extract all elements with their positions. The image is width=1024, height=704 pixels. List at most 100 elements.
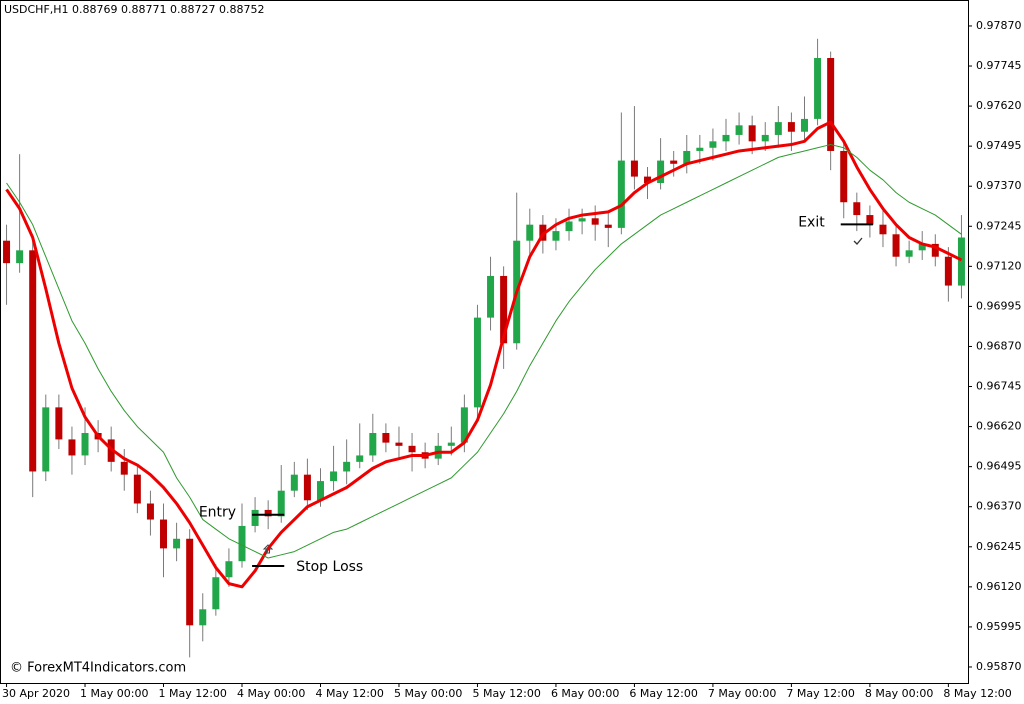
x-tick-label: 5 May 00:00	[394, 687, 462, 700]
up-arrow-icon	[262, 544, 274, 554]
candle-body	[186, 538, 194, 626]
y-tick-label: 0.96745	[976, 380, 1022, 393]
moving-average-line	[6, 144, 962, 559]
y-tick-label: 0.97870	[976, 19, 1022, 32]
candle-body	[565, 221, 573, 232]
candle-body	[774, 122, 782, 135]
y-tick-label: 0.96995	[976, 299, 1022, 312]
x-tick-label: 4 May 12:00	[315, 687, 383, 700]
candle-body	[316, 481, 324, 501]
candle-body	[460, 407, 468, 443]
candle-body	[3, 240, 11, 264]
candle-body	[905, 250, 913, 257]
candle-body	[604, 224, 612, 228]
candle-body	[29, 250, 37, 472]
candle-body	[591, 218, 599, 225]
candle-body	[487, 275, 495, 318]
candle-body	[120, 461, 128, 475]
y-tick-label: 0.97495	[976, 139, 1022, 152]
candle-body	[787, 122, 795, 132]
candle-body	[670, 160, 678, 164]
x-tick-label: 7 May 00:00	[708, 687, 776, 700]
y-tick-label: 0.97620	[976, 99, 1022, 112]
candle-body	[735, 125, 743, 135]
candle-body	[369, 433, 377, 456]
x-tick-label: 5 May 12:00	[472, 687, 540, 700]
candle-body	[696, 147, 704, 151]
x-tick-label: 6 May 00:00	[551, 687, 619, 700]
candle-body	[408, 445, 416, 453]
candle-body	[748, 125, 756, 142]
x-tick-label: 8 May 12:00	[943, 687, 1011, 700]
candle-body	[827, 58, 835, 151]
candle-body	[892, 234, 900, 257]
check-icon	[853, 237, 863, 245]
y-tick-label: 0.96370	[976, 500, 1022, 513]
candle-body	[160, 519, 168, 549]
candle-body	[552, 231, 560, 241]
candle-body	[225, 561, 233, 578]
annotation-label: Exit	[798, 214, 825, 230]
candle-body	[277, 490, 285, 517]
candle-body	[395, 442, 403, 446]
candle-body	[42, 407, 50, 472]
y-tick-label: 0.97120	[976, 259, 1022, 272]
candle-body	[251, 509, 259, 526]
candle-body	[722, 134, 730, 142]
candle-body	[343, 461, 351, 472]
y-tick-label: 0.97245	[976, 219, 1022, 232]
x-tick-label: 6 May 12:00	[629, 687, 697, 700]
candle-body	[212, 577, 220, 610]
candle-body	[853, 202, 861, 216]
y-tick-label: 0.97370	[976, 179, 1022, 192]
candle-body	[173, 538, 181, 549]
candle-body	[81, 433, 89, 456]
y-tick-label: 0.96245	[976, 540, 1022, 553]
candle-body	[617, 160, 625, 228]
candle-body	[303, 474, 311, 501]
x-tick-label: 1 May 12:00	[159, 687, 227, 700]
candle-body	[957, 237, 965, 286]
candle-body	[473, 317, 481, 408]
y-tick-label: 0.97745	[976, 59, 1022, 72]
y-tick-label: 0.95995	[976, 620, 1022, 633]
y-tick-label: 0.96495	[976, 460, 1022, 473]
y-tick-label: 0.96120	[976, 580, 1022, 593]
candle-body	[578, 218, 586, 222]
candle-body	[500, 275, 508, 344]
annotation-label: Entry	[199, 505, 236, 521]
candle-body	[931, 243, 939, 257]
candle-body	[330, 471, 338, 482]
candle-body	[447, 442, 455, 446]
y-tick-label: 0.96870	[976, 339, 1022, 352]
candle-body	[866, 215, 874, 225]
candle-body	[918, 243, 926, 251]
candle-body	[133, 474, 141, 504]
x-tick-label: 7 May 12:00	[786, 687, 854, 700]
plot-frame	[0, 0, 969, 684]
moving-average-line	[5, 120, 963, 589]
candle-body	[761, 134, 769, 142]
y-tick-label: 0.96620	[976, 420, 1022, 433]
x-tick-label: 4 May 00:00	[237, 687, 305, 700]
copyright: © ForexMT4Indicators.com	[10, 661, 186, 676]
candle-body	[709, 141, 717, 148]
x-tick-label: 1 May 00:00	[80, 687, 148, 700]
x-tick-label: 30 Apr 2020	[2, 687, 70, 700]
y-tick-label: 0.95870	[976, 660, 1022, 673]
candle-body	[814, 58, 822, 119]
candle-body	[644, 176, 652, 184]
candle-body	[68, 439, 76, 456]
candle-body	[840, 150, 848, 203]
candle-body	[657, 160, 665, 184]
candle-body	[630, 160, 638, 177]
candle-body	[879, 224, 887, 235]
candle-body	[683, 150, 691, 164]
candle-body	[55, 407, 63, 440]
candle-body	[800, 118, 808, 132]
candle-body	[944, 256, 952, 286]
candle-body	[146, 503, 154, 520]
candle-body	[238, 525, 246, 562]
